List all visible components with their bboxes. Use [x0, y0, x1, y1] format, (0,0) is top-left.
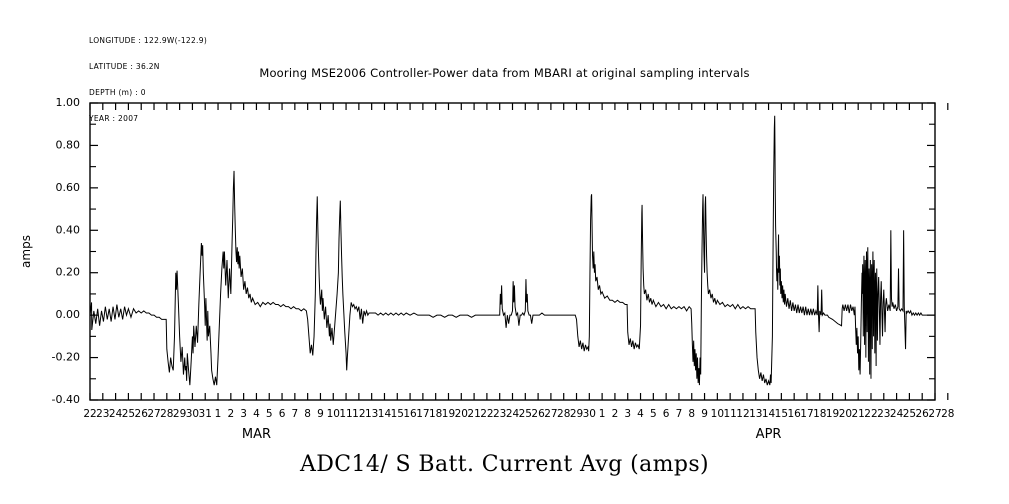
- x-tick-label: 9: [317, 408, 324, 420]
- x-tick-label: 22: [864, 408, 877, 420]
- x-tick-label: 27: [147, 408, 160, 420]
- x-tick-label: 11: [339, 408, 352, 420]
- x-tick-label: 6: [279, 408, 286, 420]
- x-tick-label: 22: [480, 408, 493, 420]
- y-tick-label: -0.40: [52, 393, 80, 406]
- y-tick-label: -0.20: [52, 351, 80, 364]
- x-tick-label: 5: [266, 408, 273, 420]
- x-tick-label: 2: [612, 408, 619, 420]
- x-tick-label: 25: [122, 408, 135, 420]
- x-tick-label: 31: [199, 408, 212, 420]
- y-tick-label: 0.80: [56, 138, 81, 151]
- x-tick-label: 25: [519, 408, 532, 420]
- x-tick-label: 17: [416, 408, 429, 420]
- x-month-label: MAR: [242, 427, 271, 442]
- x-tick-label: 7: [676, 408, 683, 420]
- y-tick-label: 0.40: [56, 223, 81, 236]
- x-tick-label: 21: [851, 408, 864, 420]
- x-tick-label: 4: [253, 408, 260, 420]
- x-tick-label: 21: [467, 408, 480, 420]
- x-tick-label: 8: [688, 408, 695, 420]
- x-tick-label: 10: [711, 408, 724, 420]
- x-tick-label: 2: [227, 408, 234, 420]
- x-tick-label: 3: [240, 408, 247, 420]
- metadata-latitude: LATITUDE : 36.2N: [89, 61, 160, 71]
- x-tick-label: 26: [916, 408, 930, 420]
- x-tick-label: 13: [365, 408, 378, 420]
- x-tick-label: 8: [304, 408, 311, 420]
- x-tick-label: 23: [493, 408, 506, 420]
- x-tick-label: 11: [723, 408, 736, 420]
- x-tick-label: 1: [599, 408, 606, 420]
- x-tick-label: 7: [292, 408, 299, 420]
- x-tick-label: 10: [327, 408, 340, 420]
- x-tick-label: 6: [663, 408, 670, 420]
- chart-caption: ADC14/ S Batt. Current Avg (amps): [299, 452, 710, 477]
- y-tick-label: 0.00: [56, 308, 81, 321]
- x-tick-label: 27: [928, 408, 941, 420]
- x-month-label: APR: [756, 427, 782, 442]
- x-tick-label: 19: [826, 408, 839, 420]
- x-tick-label: 23: [96, 408, 109, 420]
- x-tick-label: 28: [941, 408, 954, 420]
- x-tick-label: 23: [877, 408, 890, 420]
- x-tick-label: 3: [624, 408, 631, 420]
- x-tick-label: 15: [775, 408, 788, 420]
- x-tick-label: 13: [749, 408, 762, 420]
- plot-frame: [89, 102, 936, 401]
- x-tick-label: 14: [378, 408, 392, 420]
- x-tick-label: 26: [135, 408, 149, 420]
- x-tick-label: 25: [903, 408, 916, 420]
- x-tick-label: 29: [173, 408, 186, 420]
- x-tick-label: 27: [544, 408, 557, 420]
- y-tick-label: 1.00: [56, 96, 81, 109]
- x-tick-label: 1: [215, 408, 222, 420]
- x-tick-label: 12: [352, 408, 365, 420]
- y-tick-label: 0.60: [56, 181, 81, 194]
- x-tick-label: 22: [83, 408, 96, 420]
- metadata-year: YEAR : 2007: [89, 113, 139, 123]
- x-tick-label: 17: [800, 408, 813, 420]
- x-tick-label: 16: [787, 408, 801, 420]
- x-tick-label: 5: [650, 408, 657, 420]
- x-tick-label: 4: [637, 408, 644, 420]
- y-axis-title: amps: [19, 235, 33, 268]
- x-tick-label: 29: [570, 408, 583, 420]
- x-tick-label: 20: [455, 408, 468, 420]
- x-tick-label: 15: [391, 408, 404, 420]
- x-tick-label: 16: [403, 408, 417, 420]
- x-tick-label: 24: [506, 408, 520, 420]
- x-tick-label: 14: [762, 408, 776, 420]
- x-tick-label: 24: [890, 408, 904, 420]
- x-tick-label: 30: [186, 408, 199, 420]
- x-tick-label: 18: [429, 408, 442, 420]
- x-tick-label: 24: [109, 408, 123, 420]
- metadata-depth: DEPTH (m) : 0: [89, 87, 146, 97]
- x-tick-label: 28: [160, 408, 173, 420]
- x-tick-label: 12: [736, 408, 749, 420]
- metadata-longitude: LONGITUDE : 122.9W(-122.9): [89, 36, 208, 46]
- x-tick-label: 9: [701, 408, 708, 420]
- y-tick-label: 0.20: [56, 266, 81, 279]
- chart-title: Mooring MSE2006 Controller-Power data fr…: [259, 66, 750, 80]
- x-tick-label: 20: [839, 408, 852, 420]
- x-tick-label: 26: [531, 408, 545, 420]
- x-tick-label: 18: [813, 408, 826, 420]
- x-tick-label: 28: [557, 408, 570, 420]
- x-tick-label: 30: [583, 408, 596, 420]
- metadata-block: LONGITUDE : 122.9W(-122.9) LATITUDE : 36…: [89, 20, 207, 132]
- x-tick-label: 19: [442, 408, 455, 420]
- data-series-line: [89, 115, 935, 386]
